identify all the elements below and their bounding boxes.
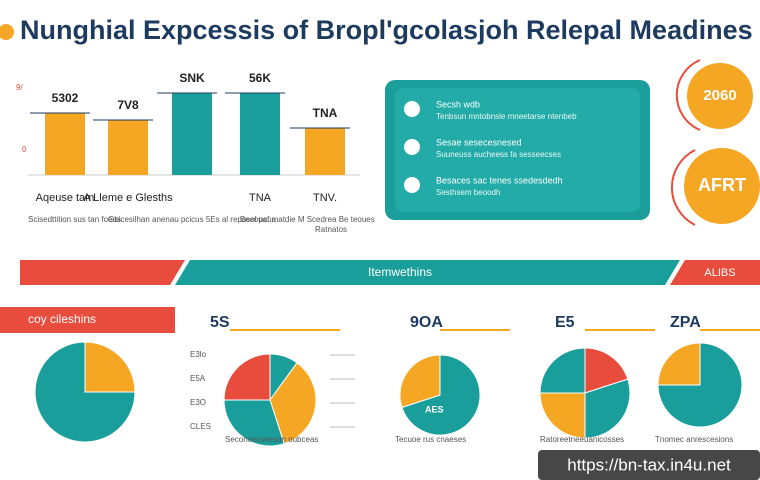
pie-title: 9OA: [410, 314, 443, 331]
section-title: coy cileshins: [28, 312, 96, 326]
pie-inner-label: AES: [425, 404, 444, 414]
bar: [240, 93, 280, 175]
pie-slice: [269, 362, 317, 445]
pie-slice: [657, 342, 743, 428]
badge-ring: [670, 149, 696, 226]
x-tick-label: Aqeuse tam: [36, 192, 95, 204]
x-tick-label: TNA: [249, 192, 272, 204]
bar: [108, 120, 148, 175]
bar-caption: Becouaf matdie M Scedrea Be teoues: [240, 215, 375, 224]
pie-slice: [223, 353, 271, 401]
pie-caption: Tecuoe rus cnaeses: [395, 435, 466, 444]
panel-row-title: Sesae sesecesnesed: [436, 137, 522, 147]
bar-caption: Ratnatos: [315, 225, 347, 234]
section-tag: [0, 307, 175, 333]
pie-slice: [399, 354, 441, 408]
pie-slice: [539, 347, 586, 394]
pie-caption: Ratoreetneeuanicosses: [540, 435, 624, 444]
x-tick-label: TNV.: [313, 192, 337, 204]
badge: [684, 148, 760, 224]
panel-row-text: Tenbsun mntobnsle mneetarse ntenbeb: [436, 112, 577, 121]
pie-slice: [401, 354, 481, 436]
bar-annotation: 56K: [249, 71, 271, 85]
panel-icon: [404, 101, 420, 117]
banner-label: Itemwethins: [368, 265, 432, 279]
pie-caption: Seconcecseeson oubceas: [225, 435, 318, 444]
pie-title: 5S: [210, 314, 230, 331]
pie-title: ZPA: [670, 314, 701, 331]
title-dot: [0, 24, 14, 40]
bar-caption: Scisedttition sus tan foeus: [28, 215, 121, 224]
pie-slice: [539, 392, 586, 439]
badge-label: 2060: [703, 87, 736, 104]
side-label: E3O: [190, 398, 206, 407]
panel-icon: [404, 139, 420, 155]
side-label: CLES: [190, 422, 211, 431]
banner-label: ALIBS: [704, 267, 735, 279]
bar-annotation: 7V8: [117, 98, 139, 112]
badge: [687, 63, 753, 129]
watermark-box: [538, 450, 760, 480]
panel-icon: [404, 177, 420, 193]
side-label: E5A: [190, 374, 206, 383]
panel-row-text: Suuneuss aucheess fa sesseecses: [436, 150, 561, 159]
banner-left: [20, 260, 185, 285]
banner-right: [670, 260, 760, 285]
panel-row-title: Besaces sac tenes ssedesdedh: [436, 175, 563, 185]
side-label: E3lo: [190, 350, 207, 359]
bar: [45, 113, 85, 175]
axis-label: 0: [22, 145, 27, 154]
info-panel-inner: [395, 88, 640, 212]
x-tick-label: A Lleme e Glesths: [83, 192, 173, 204]
page-title: Nunghial Expcessis of Bropl'gcolasjoh Re…: [20, 15, 753, 45]
pie-title: E5: [555, 314, 575, 331]
pie-slice: [584, 347, 629, 394]
bar-caption: Gbicesilhan anenau pcicus 5Es al reposel…: [108, 215, 277, 224]
panel-row-text: Sesthsem beoodh: [436, 188, 501, 197]
pie-slice: [223, 399, 285, 447]
bar-annotation: 5302: [52, 91, 79, 105]
watermark: https://bn-tax.in4u.net: [567, 455, 731, 474]
banner-center: [175, 260, 680, 285]
pie-slice: [84, 341, 136, 393]
badge-ring: [675, 59, 701, 131]
bar: [305, 128, 345, 175]
pie-slice: [34, 341, 136, 443]
pie-caption: Tnomec anrescesions: [655, 435, 733, 444]
panel-row-title: Secsh wdb: [436, 99, 480, 109]
bar: [172, 93, 212, 175]
axis-label: 9/: [16, 83, 23, 92]
bar-annotation: SNK: [179, 71, 205, 85]
bar-annotation: TNA: [313, 106, 338, 120]
pie-slice: [657, 342, 701, 386]
pie-slice: [584, 378, 631, 439]
badge-label: AFRT: [698, 175, 746, 195]
